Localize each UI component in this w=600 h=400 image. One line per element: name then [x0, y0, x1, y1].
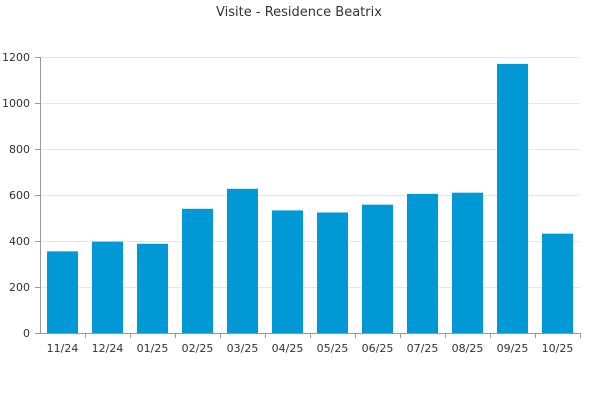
y-tick-label: 200 — [9, 281, 30, 294]
y-tick-label: 1000 — [2, 97, 30, 110]
x-tick-label: 01/25 — [137, 342, 169, 355]
bar-05-25[interactable] — [317, 212, 348, 333]
bar-06-25[interactable] — [362, 204, 393, 333]
x-tick-label: 07/25 — [407, 342, 439, 355]
y-axis-tick-labels: 0 200 400 600 800 1000 1200 — [2, 51, 30, 340]
bar-12-24[interactable] — [92, 241, 123, 333]
y-tick-label: 0 — [23, 327, 30, 340]
bar-01-25[interactable] — [137, 243, 168, 333]
x-tick-label: 08/25 — [452, 342, 484, 355]
x-tick-label: 12/24 — [92, 342, 124, 355]
bar-04-25[interactable] — [272, 210, 303, 333]
gridlines — [40, 57, 580, 288]
x-tick-label: 11/24 — [47, 342, 79, 355]
x-tick-label: 10/25 — [542, 342, 574, 355]
x-axis-tick-labels: 11/24 12/24 01/25 02/25 03/25 04/25 05/25 06/25… — [47, 342, 574, 355]
x-tick-label: 03/25 — [227, 342, 259, 355]
x-tick-label: 09/25 — [497, 342, 529, 355]
x-tick-label: 06/25 — [362, 342, 394, 355]
bar-11-24[interactable] — [47, 251, 78, 333]
bar-10-25[interactable] — [542, 233, 573, 333]
bar-08-25[interactable] — [452, 192, 483, 333]
bar-09-25[interactable] — [497, 63, 528, 334]
chart-title: Visite - Residence Beatrix — [216, 5, 382, 20]
x-tick-label: 04/25 — [272, 342, 304, 355]
y-tick-label: 800 — [9, 143, 30, 156]
bar-02-25[interactable] — [182, 208, 213, 333]
x-tick-label: 05/25 — [317, 342, 349, 355]
bars — [47, 63, 573, 334]
y-tick-label: 600 — [9, 189, 30, 202]
bar-03-25[interactable] — [227, 188, 258, 333]
y-tick-label: 400 — [9, 235, 30, 248]
bar-07-25[interactable] — [407, 193, 438, 333]
x-tick-label: 02/25 — [182, 342, 214, 355]
y-tick-label: 1200 — [2, 51, 30, 64]
axes — [35, 57, 581, 338]
